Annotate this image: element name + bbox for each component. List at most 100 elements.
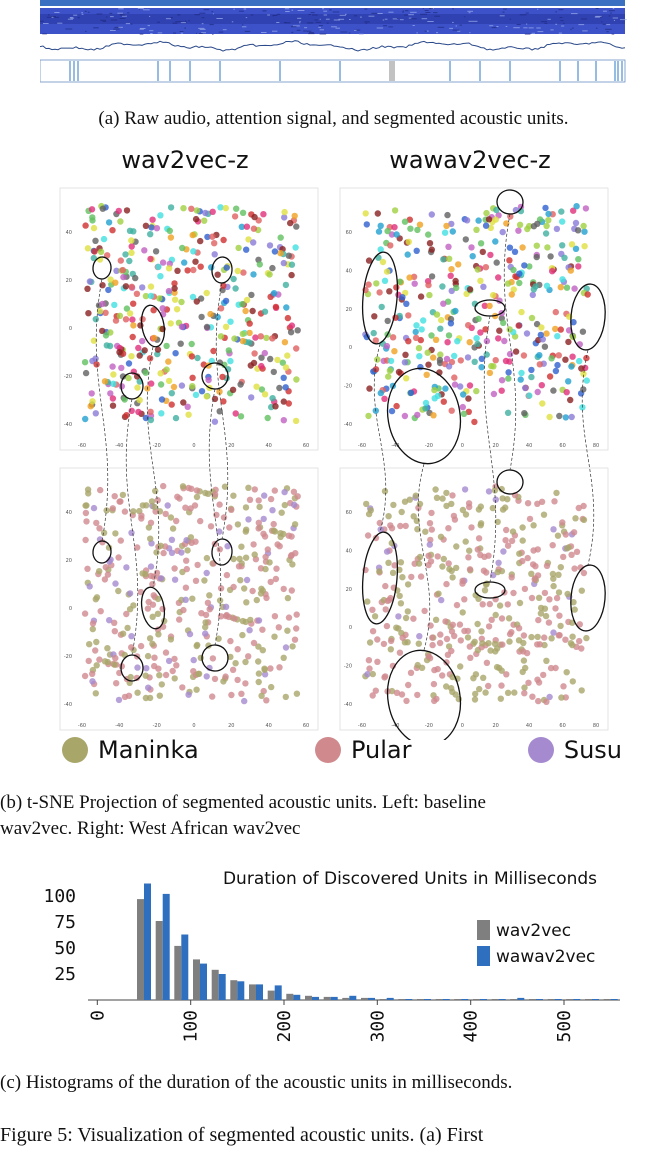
tsne-point	[382, 582, 389, 590]
tsne-point	[398, 691, 406, 698]
tsne-point	[375, 228, 383, 235]
tsne-point	[249, 307, 256, 315]
attention-texture	[139, 28, 144, 30]
tsne-point	[503, 671, 510, 678]
tsne-point	[294, 327, 301, 334]
tsne-point	[457, 663, 464, 670]
tsne-point	[450, 512, 458, 520]
attention-texture	[262, 10, 267, 12]
attention-texture	[209, 24, 214, 26]
attention-texture	[304, 27, 308, 29]
tsne-point	[127, 673, 134, 681]
tsne-point	[507, 213, 514, 220]
tsne-point	[222, 603, 230, 610]
tsne-point	[562, 531, 569, 538]
tsne-point	[383, 268, 391, 275]
attention-texture	[276, 22, 280, 23]
tsne-point	[462, 236, 469, 243]
tsne-point	[202, 209, 209, 217]
tsne-point	[414, 226, 421, 234]
tsne-point	[281, 214, 288, 221]
tsne-point	[448, 647, 455, 655]
tsne-point	[233, 205, 240, 212]
tsne-point	[292, 417, 300, 425]
tsne-point	[406, 274, 413, 281]
tsne-point	[280, 585, 287, 593]
tsne-y-tick: 20	[346, 587, 352, 593]
tsne-point	[231, 335, 238, 342]
histogram-bar-wawav2vec	[293, 994, 301, 1000]
tsne-point	[291, 636, 299, 643]
tsne-point	[109, 227, 116, 234]
attention-texture	[422, 8, 424, 10]
tsne-point	[128, 529, 135, 536]
attention-texture	[319, 29, 324, 31]
tsne-point	[538, 382, 545, 389]
attention-texture	[349, 19, 351, 20]
tsne-point	[146, 635, 154, 642]
tsne-point	[531, 576, 538, 583]
tsne-point	[202, 623, 209, 631]
attention-texture	[408, 17, 412, 19]
tsne-point	[372, 337, 379, 344]
tsne-point	[250, 225, 258, 232]
tsne-point	[432, 616, 440, 623]
tsne-point	[432, 486, 439, 493]
tsne-point	[393, 624, 400, 631]
attention-texture	[509, 18, 511, 20]
tsne-point	[558, 694, 565, 701]
tsne-point	[436, 356, 444, 364]
tsne-x-tick: -20	[153, 723, 161, 729]
histogram-bar-wawav2vec	[573, 999, 581, 1000]
tsne-x-tick: -40	[115, 723, 123, 729]
histogram-bar-wav2vec	[417, 999, 424, 1000]
attention-texture	[114, 26, 121, 28]
attention-texture	[87, 11, 90, 13]
tsne-point	[90, 224, 98, 232]
tsne-point	[546, 373, 554, 380]
histogram-bar-wawav2vec	[256, 984, 263, 1000]
tsne-point	[224, 543, 231, 550]
tsne-point	[421, 607, 428, 615]
tsne-point	[426, 541, 433, 548]
tsne-point	[251, 551, 258, 558]
tsne-point	[121, 508, 129, 515]
tsne-point	[243, 576, 251, 584]
tsne-point	[554, 361, 561, 369]
tsne-point	[471, 358, 478, 365]
tsne-point	[192, 258, 199, 265]
tsne-point	[521, 684, 528, 691]
tsne-point	[119, 491, 127, 499]
tsne-y-tick: -40	[64, 422, 72, 428]
attention-texture	[457, 30, 461, 32]
histogram-bar-wawav2vec	[405, 999, 413, 1000]
tsne-point	[399, 294, 406, 301]
tsne-point	[259, 647, 266, 654]
tsne-point	[416, 353, 423, 360]
tsne-point	[448, 407, 455, 414]
tsne-point	[133, 373, 141, 380]
tsne-point	[415, 640, 422, 647]
tsne-point	[498, 667, 505, 674]
tsne-point	[290, 501, 298, 508]
tsne-point	[231, 615, 238, 622]
tsne-point	[511, 248, 519, 255]
histogram-x-tick: 500	[554, 1010, 575, 1043]
tsne-point	[283, 304, 290, 311]
tsne-point	[471, 418, 478, 426]
tsne-point	[557, 564, 564, 571]
tsne-point	[500, 548, 507, 555]
tsne-x-tick: -60	[358, 443, 366, 449]
tsne-point	[207, 523, 215, 530]
tsne-point	[413, 322, 420, 329]
tsne-point	[169, 667, 176, 675]
tsne-point	[580, 569, 588, 577]
tsne-point	[251, 486, 258, 493]
attention-texture	[77, 17, 80, 19]
tsne-point	[369, 628, 377, 635]
tsne-point	[466, 286, 474, 293]
tsne-point	[166, 227, 173, 234]
attention-texture	[544, 22, 548, 24]
tsne-point	[401, 498, 409, 505]
tsne-point	[134, 544, 141, 551]
